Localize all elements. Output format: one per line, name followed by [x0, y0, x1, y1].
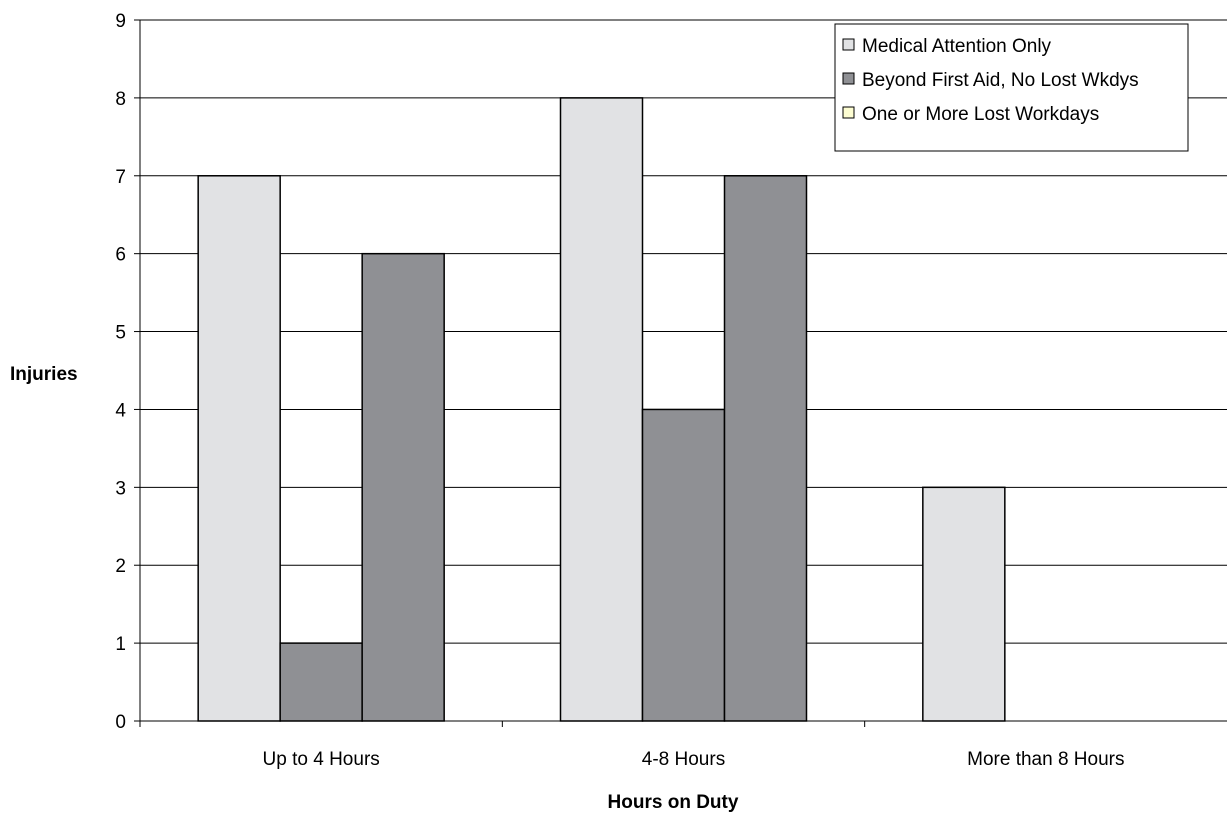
- y-tick-label: 1: [115, 634, 126, 655]
- legend-label-3: One or More Lost Workdays: [862, 104, 1099, 125]
- bar-1-3: [361, 252, 445, 722]
- bar-1-1: [197, 175, 281, 722]
- y-tick-label: 7: [115, 167, 126, 188]
- legend-swatch-2: [842, 72, 855, 85]
- x-tick-label: 4-8 Hours: [642, 749, 725, 770]
- gridlines: [140, 19, 1227, 644]
- bar-3-1: [922, 486, 1006, 722]
- tick-labels: 0 1 2 3 4 5 6 7 8 9 Up to 4 Hours 4-8 Hours More tha…: [115, 11, 1124, 770]
- y-tick-label: 2: [115, 556, 126, 577]
- bar-1-2: [279, 642, 363, 722]
- bar-2-1: [559, 97, 644, 722]
- legend-swatch-3: [842, 106, 855, 119]
- y-tick-label: 5: [115, 323, 126, 344]
- y-tick-label: 8: [115, 89, 126, 110]
- bar-2-3: [723, 175, 808, 722]
- axes: [134, 19, 1227, 727]
- y-tick-label: 9: [115, 11, 126, 32]
- y-tick-label: 4: [115, 400, 126, 421]
- x-tick-label: Up to 4 Hours: [263, 749, 380, 770]
- bar-2-2: [641, 408, 726, 722]
- y-tick-label: 0: [115, 712, 126, 733]
- x-axis-title: Hours on Duty: [608, 792, 739, 813]
- y-axis-title: Injuries: [10, 364, 78, 385]
- y-tick-label: 3: [115, 478, 126, 499]
- bars: [197, 97, 1006, 722]
- legend-label-1: Medical Attention Only: [862, 36, 1052, 57]
- legend-box: [834, 23, 1189, 152]
- legend-label-2: Beyond First Aid, No Lost Wkdys: [862, 70, 1139, 91]
- x-tick-label: More than 8 Hours: [967, 749, 1124, 770]
- legend: Medical Attention Only Beyond First Aid, …: [834, 23, 1189, 152]
- y-tick-label: 6: [115, 245, 126, 266]
- legend-swatch-1: [842, 38, 855, 51]
